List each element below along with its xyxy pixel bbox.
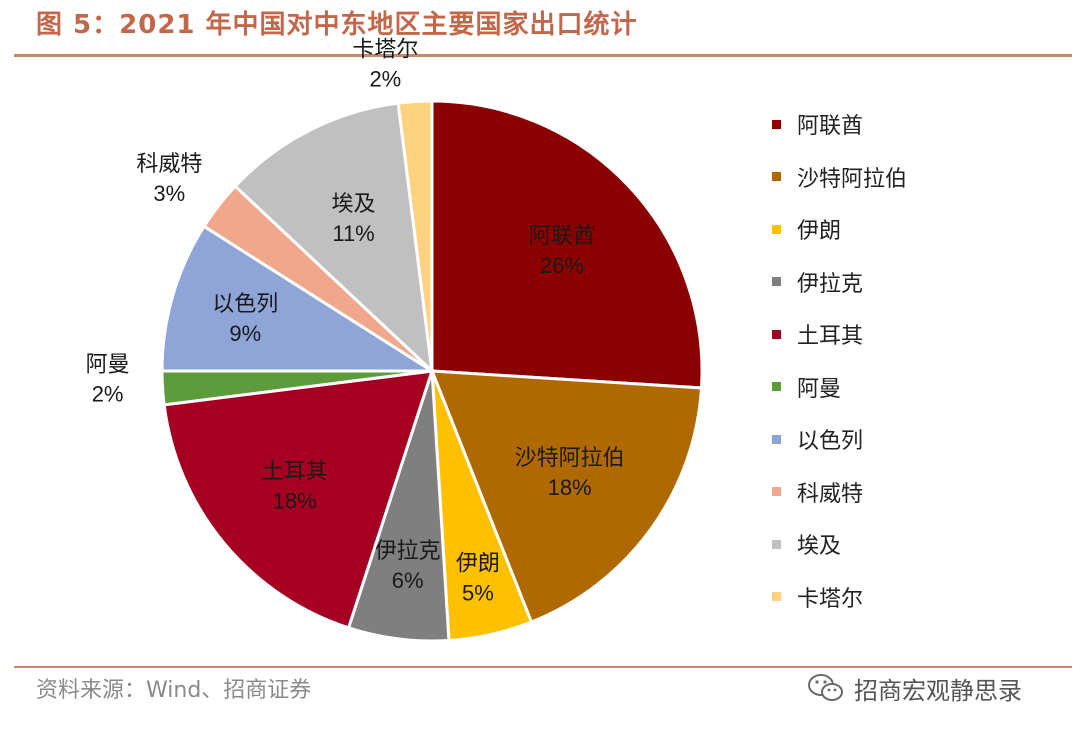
legend-swatch	[772, 487, 781, 497]
legend-item: 阿联酋	[772, 98, 907, 151]
legend-swatch	[772, 434, 781, 444]
legend-swatch	[772, 382, 781, 392]
legend-label: 沙特阿拉伯	[797, 166, 908, 192]
legend-item: 伊拉克	[772, 256, 907, 309]
legend-item: 卡塔尔	[772, 571, 907, 624]
figure-title: 图 5：2021 年中国对中东地区主要国家出口统计	[36, 10, 638, 40]
watermark: 招商宏观静思录	[806, 668, 1022, 708]
legend-item: 埃及	[772, 518, 907, 571]
slice-value-label: 3%	[153, 181, 185, 206]
slice-value-label: 9%	[229, 321, 261, 346]
legend-swatch	[772, 592, 781, 602]
legend-item: 土耳其	[772, 308, 907, 361]
pie-slice-7	[160, 224, 438, 373]
pie-slice-9	[233, 101, 435, 375]
legend-label: 伊朗	[797, 219, 842, 245]
legend-label: 以色列	[797, 429, 864, 455]
slice-value-label: 2%	[369, 67, 401, 92]
legend-swatch	[772, 224, 781, 234]
slice-value-label: 26%	[540, 253, 584, 278]
legend-label: 土耳其	[797, 324, 864, 350]
slice-name-label: 阿联酋	[529, 224, 595, 249]
slice-value-label: 11%	[332, 221, 374, 246]
slice-name-label: 埃及	[332, 192, 376, 217]
watermark-text: 招商宏观静思录	[854, 676, 1022, 705]
slice-name-label: 阿曼	[86, 353, 130, 378]
legend-item: 沙特阿拉伯	[772, 151, 907, 204]
slice-name-label: 沙特阿拉伯	[515, 446, 625, 471]
legend-item: 阿曼	[772, 361, 907, 414]
legend-swatch	[772, 119, 781, 129]
slice-value-label: 2%	[92, 382, 124, 407]
wechat-icon	[808, 674, 843, 701]
legend-label: 阿联酋	[797, 114, 864, 140]
pie-slice-2	[429, 369, 704, 624]
title-divider	[14, 54, 1072, 57]
slice-name-label: 伊拉克	[375, 539, 441, 564]
source-note: 资料来源：Wind、招商证券	[36, 678, 312, 703]
slice-name-label: 土耳其	[262, 460, 328, 485]
legend-swatch	[772, 329, 781, 339]
legend-item: 以色列	[772, 413, 907, 466]
slice-name-label: 卡塔尔	[352, 38, 418, 63]
legend-swatch	[772, 172, 781, 182]
slice-value-label: 5%	[462, 581, 494, 606]
legend-label: 伊拉克	[797, 271, 864, 297]
legend-item: 伊朗	[772, 203, 907, 256]
pie-slice-5	[162, 369, 435, 630]
legend-label: 科威特	[797, 481, 864, 507]
slice-value-label: 18%	[273, 489, 317, 514]
legend-swatch	[772, 539, 781, 549]
legend-label: 阿曼	[797, 376, 842, 402]
pie-slice-1	[430, 99, 704, 390]
slice-name-label: 科威特	[136, 152, 202, 177]
chart-legend: 阿联酋沙特阿拉伯伊朗伊拉克土耳其阿曼以色列科威特埃及卡塔尔	[772, 98, 907, 623]
legend-item: 科威特	[772, 466, 907, 519]
slice-name-label: 以色列	[212, 292, 278, 317]
pie-slice-10	[396, 99, 434, 372]
footer-divider	[14, 666, 1072, 668]
slice-value-label: 6%	[392, 568, 424, 593]
legend-swatch	[772, 277, 781, 287]
legend-label: 埃及	[797, 534, 842, 560]
slice-value-label: 18%	[548, 475, 592, 500]
legend-label: 卡塔尔	[797, 586, 864, 612]
slice-name-label: 伊朗	[456, 552, 500, 577]
